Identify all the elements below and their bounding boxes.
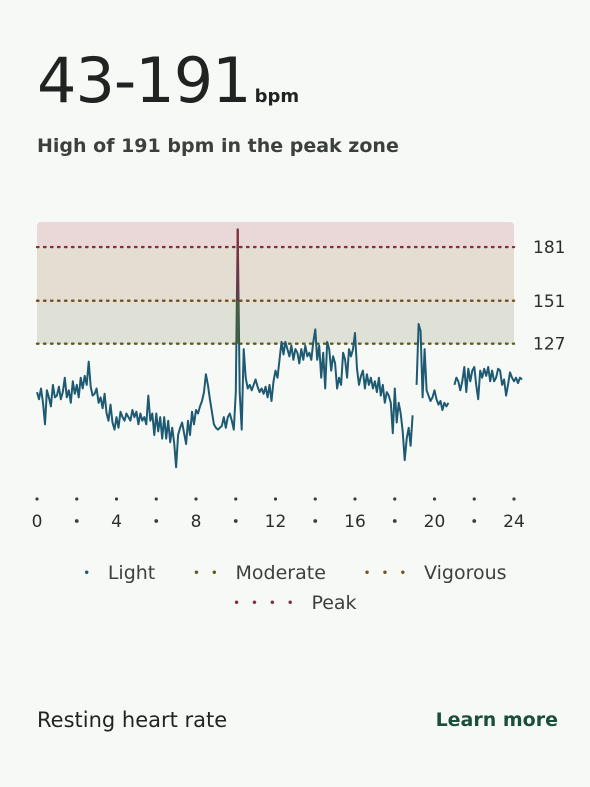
legend-dots-moderate: • • [193, 567, 222, 579]
legend-label-moderate: Moderate [235, 562, 326, 584]
legend-item-light: • Light [83, 562, 155, 584]
x-tick-label-8: 8 [191, 512, 202, 532]
resting-heart-rate-section: Resting heart rate Learn more [37, 708, 558, 732]
resting-heart-rate-title: Resting heart rate [37, 708, 228, 732]
heart-rate-line-segment-0 [36, 228, 414, 469]
legend-label-light: Light [107, 562, 156, 584]
zone-band-1 [37, 247, 514, 301]
axis-dot-upper-8 [194, 497, 198, 501]
heart-rate-range-value: 43-191 [37, 44, 252, 117]
axis-dot-minor-18 [392, 519, 397, 523]
axis-dot-minor-6 [154, 519, 159, 523]
legend-label-vigorous: Vigorous [424, 562, 507, 584]
x-tick-label-20: 20 [424, 512, 446, 532]
legend-dots-peak: • • • • [233, 597, 298, 609]
axis-dot-upper-20 [432, 497, 437, 501]
axis-dot-upper-24 [512, 497, 516, 501]
axis-dot-minor-2 [74, 519, 79, 523]
axis-dot-upper-10 [234, 497, 238, 501]
x-tick-label-4: 4 [111, 512, 122, 532]
axis-dot-upper-16 [353, 497, 357, 501]
zone-band-2 [37, 300, 514, 344]
legend-label-peak: Peak [311, 592, 357, 614]
heart-rate-range: 43-191 bpm [37, 50, 299, 112]
heart-rate-chart: 181 151 127 0 4 8 12 16 20 24 [32, 222, 565, 532]
heart-rate-line-segment-1 [415, 323, 450, 411]
zone-label-127: 127 [533, 335, 565, 355]
x-tick-label-24: 24 [503, 512, 525, 532]
axis-dot-minor-14 [313, 519, 318, 523]
legend-item-peak: • • • • Peak [233, 592, 356, 614]
x-tick-label-12: 12 [265, 512, 287, 532]
axis-dot-upper-12 [273, 497, 278, 501]
axis-dot-upper-0 [35, 497, 39, 501]
axis-dot-upper-4 [114, 497, 119, 501]
axis-dot-upper-2 [75, 497, 79, 501]
zone-label-181: 181 [533, 238, 565, 258]
legend-dots-vigorous: • • • [363, 567, 411, 579]
x-tick-label-0: 0 [32, 512, 43, 532]
zone-band-0 [37, 222, 514, 248]
axis-dot-upper-14 [313, 497, 317, 501]
axis-dot-upper-6 [154, 497, 158, 501]
axis-dot-upper-22 [472, 497, 476, 501]
zone-label-151: 151 [533, 292, 565, 312]
learn-more-link[interactable]: Learn more [435, 709, 558, 731]
heart-rate-line-segment-2 [453, 366, 523, 401]
axis-dot-minor-22 [472, 519, 477, 523]
legend-dots-light: • [83, 567, 94, 579]
peak-summary: High of 191 bpm in the peak zone [37, 135, 399, 157]
axis-dot-minor-10 [233, 519, 238, 523]
x-tick-label-16: 16 [344, 512, 366, 532]
zone-legend: • Light • • Moderate • • • Vigorous • • … [0, 562, 590, 622]
legend-item-moderate: • • Moderate [193, 562, 326, 584]
heart-rate-unit: bpm [254, 86, 300, 107]
legend-item-vigorous: • • • Vigorous [364, 562, 507, 584]
axis-dot-upper-18 [393, 497, 397, 501]
